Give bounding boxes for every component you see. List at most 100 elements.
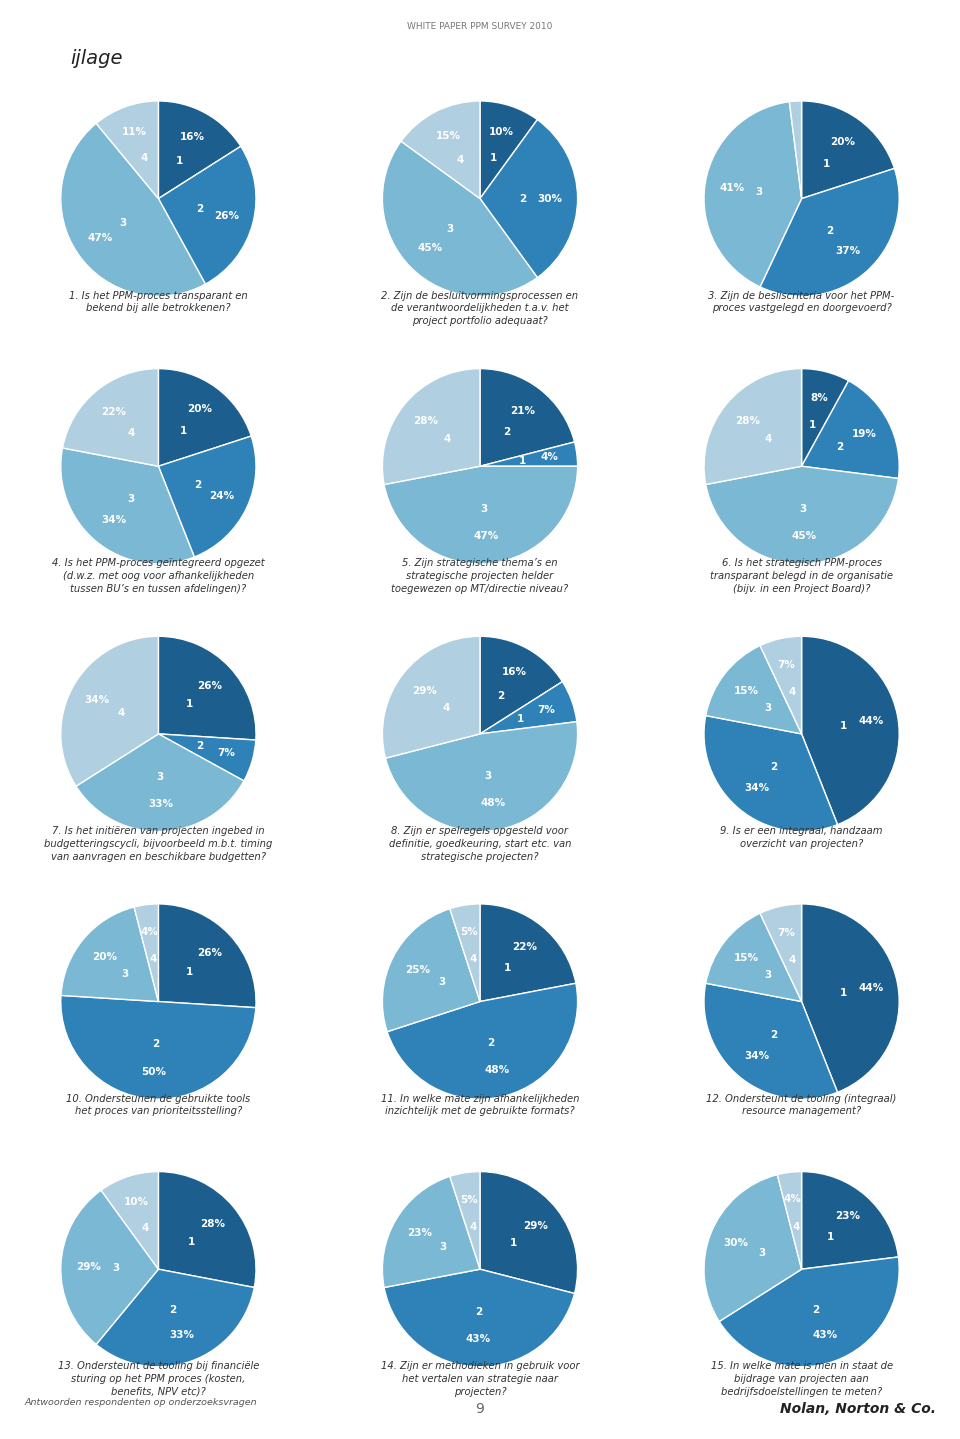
Wedge shape [382, 1176, 480, 1288]
Wedge shape [382, 636, 480, 758]
Text: 7. Is het initiëren van projecten ingebed in
budgetteringscycli, bijvoorbeeld m.: 7. Is het initiëren van projecten ingebe… [44, 826, 273, 862]
Wedge shape [60, 124, 205, 296]
Wedge shape [386, 721, 578, 832]
Text: 3: 3 [112, 1263, 119, 1274]
Text: 13. Ondersteunt de tooling bij financiële
sturing op het PPM proces (kosten,
ben: 13. Ondersteunt de tooling bij financiël… [58, 1361, 259, 1397]
Text: 43%: 43% [466, 1334, 491, 1344]
Wedge shape [60, 996, 255, 1099]
Wedge shape [384, 1269, 574, 1367]
Text: 44%: 44% [858, 983, 883, 993]
Text: 30%: 30% [538, 194, 563, 203]
Wedge shape [101, 1171, 158, 1269]
Text: 16%: 16% [501, 668, 526, 678]
Text: 7%: 7% [538, 705, 555, 715]
Wedge shape [480, 682, 577, 734]
Text: 3: 3 [122, 970, 129, 979]
Wedge shape [802, 1171, 899, 1269]
Text: 4: 4 [128, 429, 134, 437]
Text: 28%: 28% [200, 1219, 225, 1229]
Text: 5%: 5% [460, 1194, 478, 1204]
Text: 3: 3 [440, 1242, 446, 1252]
Wedge shape [480, 368, 574, 466]
Wedge shape [382, 908, 480, 1032]
Text: 29%: 29% [76, 1262, 101, 1272]
Text: 3: 3 [480, 504, 488, 514]
Text: 2: 2 [812, 1305, 820, 1315]
Text: 4: 4 [469, 954, 477, 964]
Text: 23%: 23% [407, 1229, 432, 1239]
Text: 9: 9 [475, 1402, 485, 1416]
Text: 14. Zijn er methodieken in gebruik voor
het vertalen van strategie naar
projecte: 14. Zijn er methodieken in gebruik voor … [381, 1361, 579, 1397]
Text: 3: 3 [438, 977, 445, 987]
Text: 5%: 5% [460, 927, 478, 937]
Wedge shape [450, 1171, 480, 1269]
Wedge shape [158, 1171, 256, 1288]
Text: 45%: 45% [791, 531, 816, 541]
Text: 2: 2 [169, 1305, 177, 1315]
Text: 15. In welke mate is men in staat de
bijdrage van projecten aan
bedrijfsdoelstel: 15. In welke mate is men in staat de bij… [710, 1361, 893, 1397]
Text: 8%: 8% [810, 393, 828, 403]
Text: 34%: 34% [744, 783, 769, 793]
Text: 11%: 11% [122, 128, 147, 138]
Text: 1: 1 [808, 420, 816, 430]
Wedge shape [778, 1171, 802, 1269]
Text: 1. Is het PPM-proces transparant en
bekend bij alle betrokkenen?: 1. Is het PPM-proces transparant en beke… [69, 291, 248, 314]
Text: 26%: 26% [197, 681, 222, 691]
Text: 29%: 29% [412, 686, 437, 696]
Text: 5. Zijn strategische thema’s en
strategische projecten helder
toegewezen op MT/d: 5. Zijn strategische thema’s en strategi… [392, 558, 568, 594]
Wedge shape [134, 904, 158, 1002]
Wedge shape [401, 101, 480, 199]
Wedge shape [158, 734, 255, 781]
Text: ijlage: ijlage [70, 49, 123, 69]
Text: 26%: 26% [197, 948, 222, 958]
Wedge shape [480, 442, 578, 466]
Text: 47%: 47% [474, 531, 499, 541]
Text: 1: 1 [188, 1238, 195, 1246]
Text: 16%: 16% [180, 132, 204, 142]
Text: 20%: 20% [830, 137, 855, 147]
Text: 20%: 20% [92, 951, 117, 961]
Text: 7%: 7% [778, 661, 795, 671]
Text: 23%: 23% [835, 1212, 860, 1222]
Wedge shape [382, 141, 538, 296]
Text: 15%: 15% [733, 954, 758, 964]
Text: 20%: 20% [187, 404, 212, 414]
Text: 6. Is het strategisch PPM-proces
transparant belegd in de organisatie
(bijv. in : 6. Is het strategisch PPM-proces transpa… [710, 558, 893, 594]
Wedge shape [384, 466, 578, 564]
Wedge shape [802, 381, 900, 479]
Text: 12. Ondersteunt de tooling (integraal)
resource management?: 12. Ondersteunt de tooling (integraal) r… [707, 1094, 897, 1117]
Wedge shape [60, 636, 158, 786]
Text: 2: 2 [196, 741, 204, 751]
Text: 3: 3 [128, 495, 134, 504]
Text: 37%: 37% [835, 246, 860, 256]
Text: 34%: 34% [101, 515, 126, 525]
Text: 4: 4 [140, 153, 148, 163]
Text: 1: 1 [840, 989, 848, 999]
Text: 30%: 30% [724, 1239, 749, 1248]
Wedge shape [96, 1269, 254, 1367]
Text: 25%: 25% [405, 964, 430, 974]
Wedge shape [158, 904, 256, 1007]
Text: 22%: 22% [101, 407, 126, 417]
Text: 3: 3 [756, 187, 763, 197]
Text: 4: 4 [788, 954, 796, 964]
Text: Antwoorden respondenten op onderzoeksvragen: Antwoorden respondenten op onderzoeksvra… [24, 1399, 256, 1407]
Wedge shape [96, 101, 158, 199]
Text: 4. Is het PPM-proces geïntegreerd opgezet
(d.w.z. met oog voor afhankelijkheden
: 4. Is het PPM-proces geïntegreerd opgeze… [52, 558, 265, 594]
Wedge shape [789, 101, 802, 199]
Wedge shape [706, 646, 802, 734]
Wedge shape [704, 1174, 802, 1321]
Wedge shape [704, 102, 802, 286]
Text: 44%: 44% [858, 715, 883, 725]
Wedge shape [60, 448, 194, 564]
Text: 3: 3 [764, 702, 771, 712]
Text: 15%: 15% [436, 131, 461, 141]
Wedge shape [704, 368, 802, 485]
Text: 50%: 50% [141, 1066, 166, 1076]
Text: 1: 1 [180, 426, 187, 436]
Text: 26%: 26% [214, 212, 239, 222]
Wedge shape [704, 715, 837, 832]
Wedge shape [802, 101, 895, 199]
Text: 1: 1 [840, 721, 848, 731]
Wedge shape [760, 636, 802, 734]
